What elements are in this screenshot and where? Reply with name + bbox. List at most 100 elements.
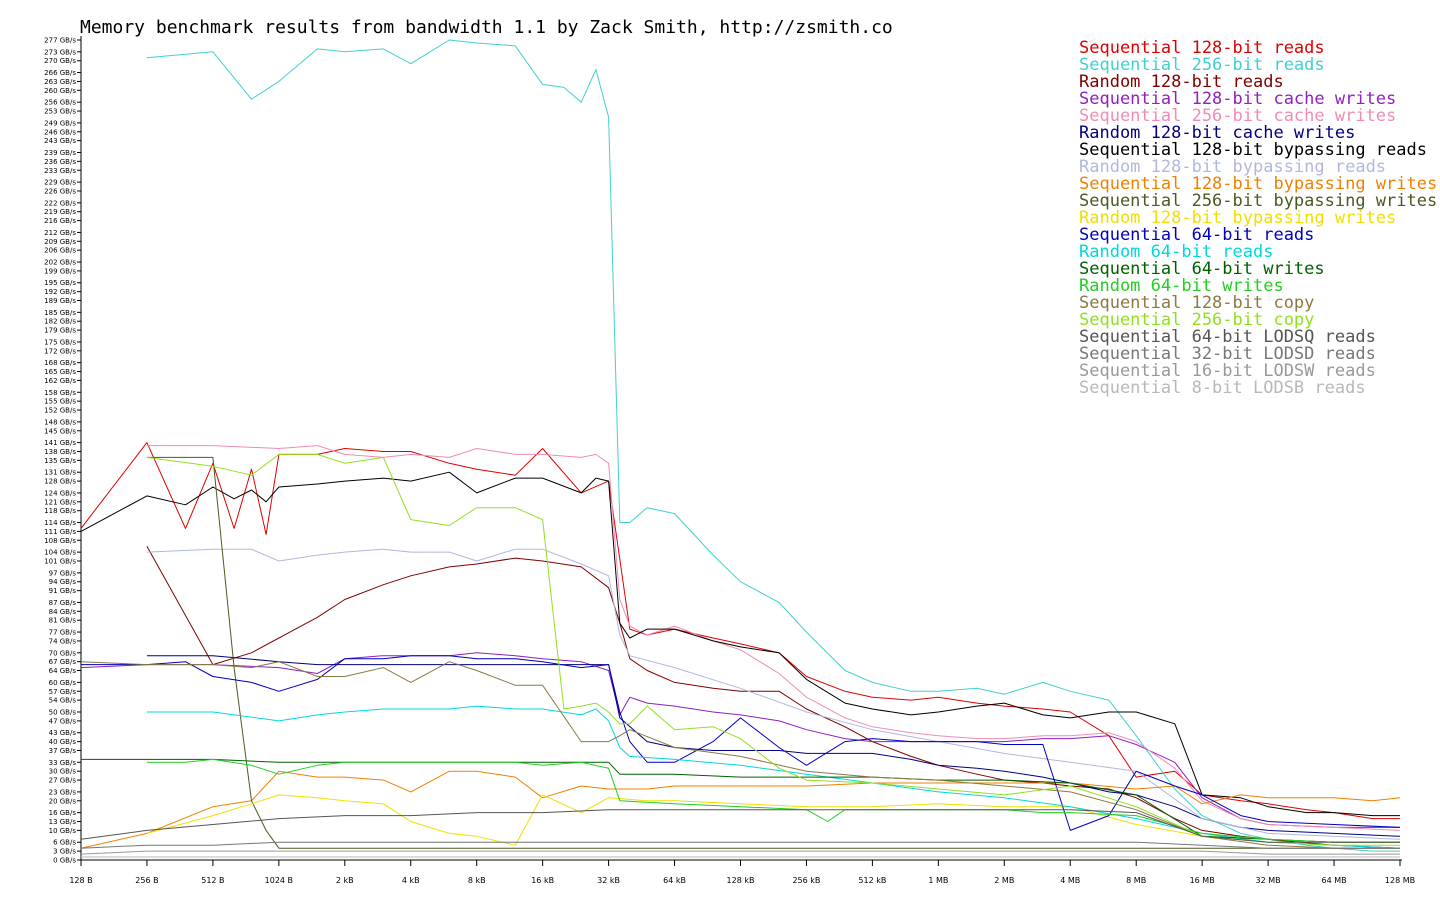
y-tick-label: 135 GB/s <box>44 457 76 465</box>
y-tick-label: 249 GB/s <box>44 119 76 127</box>
y-tick-label: 175 GB/s <box>44 338 76 346</box>
legend-entry: Random 128-bit reads <box>1079 72 1284 92</box>
series-line-3 <box>146 545 1401 849</box>
y-tick-label: 145 GB/s <box>44 427 76 435</box>
y-tick-label: 195 GB/s <box>44 279 76 287</box>
y-tick-label: 50 GB/s <box>49 708 77 716</box>
x-tick-label: 32 kB <box>597 876 620 885</box>
y-tick-label: 229 GB/s <box>44 179 76 187</box>
y-tick-label: 141 GB/s <box>44 439 76 447</box>
y-tick-label: 87 GB/s <box>49 599 77 607</box>
legend-entry: Sequential 128-bit reads <box>1079 38 1325 58</box>
x-tick-label: 8 MB <box>1126 876 1146 885</box>
legend-entry: Random 64-bit writes <box>1079 276 1284 296</box>
y-axis: 0 GB/s3 GB/s6 GB/s 10 GB/s13 GB/s16 GB/s 2… <box>44 36 82 865</box>
x-tick-label: 1024 B <box>265 876 293 885</box>
series-line-6 <box>146 655 1401 837</box>
legend-entry: Sequential 256-bit reads <box>1079 55 1325 75</box>
legend-entry: Sequential 64-bit LODSQ reads <box>1079 327 1376 347</box>
y-tick-label: 47 GB/s <box>49 717 77 725</box>
series-line-14 <box>81 758 1400 843</box>
x-tick-label: 1 MB <box>928 876 948 885</box>
legend-entry: Random 128-bit bypassing writes <box>1079 208 1396 228</box>
y-tick-label: 192 GB/s <box>44 288 76 296</box>
legend-entry: Sequential 128-bit cache writes <box>1079 89 1396 109</box>
legend-entry: Sequential 64-bit reads <box>1079 225 1314 245</box>
y-tick-label: 57 GB/s <box>49 688 77 696</box>
series-line-9 <box>80 770 1401 849</box>
x-tick-label: 512 B <box>201 876 224 885</box>
y-tick-label: 43 GB/s <box>49 729 77 737</box>
x-tick-label: 2 MB <box>994 876 1014 885</box>
y-tick-label: 40 GB/s <box>49 738 77 746</box>
series-line-10 <box>146 456 1400 849</box>
x-tick-label: 128 B <box>69 876 92 885</box>
series-line-4 <box>80 652 1400 828</box>
y-tick-label: 168 GB/s <box>44 359 76 367</box>
y-tick-label: 185 GB/s <box>44 309 76 317</box>
series-line-2 <box>146 39 1400 852</box>
y-tick-label: 270 GB/s <box>44 57 76 65</box>
legend-entry: Sequential 256-bit cache writes <box>1079 106 1396 126</box>
y-tick-label: 260 GB/s <box>44 87 76 95</box>
y-tick-label: 104 GB/s <box>44 549 76 557</box>
x-tick-label: 32 MB <box>1256 876 1281 885</box>
y-tick-label: 67 GB/s <box>49 658 77 666</box>
y-tick-label: 10 GB/s <box>49 827 77 835</box>
y-tick-label: 37 GB/s <box>49 747 77 755</box>
y-tick-label: 94 GB/s <box>49 578 77 586</box>
y-tick-label: 16 GB/s <box>49 809 77 817</box>
x-tick-label: 256 kB <box>792 876 820 885</box>
y-tick-label: 3 GB/s <box>53 848 76 856</box>
series-line-17 <box>146 453 1400 846</box>
legend-entry: Sequential 128-bit bypassing writes <box>1079 174 1437 194</box>
y-tick-label: 84 GB/s <box>49 608 77 616</box>
y-tick-label: 124 GB/s <box>44 489 76 497</box>
legend-entry: Random 64-bit reads <box>1079 242 1273 262</box>
y-tick-label: 172 GB/s <box>44 347 76 355</box>
y-tick-label: 266 GB/s <box>44 69 76 77</box>
y-tick-label: 64 GB/s <box>49 667 77 675</box>
y-tick-label: 118 GB/s <box>44 507 76 515</box>
y-tick-label: 152 GB/s <box>44 407 76 415</box>
x-tick-label: 8 kB <box>468 876 486 885</box>
x-tick-label: 128 kB <box>727 876 755 885</box>
series-lines <box>80 39 1401 858</box>
y-tick-label: 128 GB/s <box>44 478 76 486</box>
y-tick-label: 222 GB/s <box>44 199 76 207</box>
series-line-7 <box>80 471 1400 817</box>
y-tick-label: 23 GB/s <box>49 788 77 796</box>
y-tick-label: 27 GB/s <box>49 777 77 785</box>
y-tick-label: 148 GB/s <box>44 418 76 426</box>
x-tick-label: 16 MB <box>1190 876 1215 885</box>
series-line-5 <box>146 445 1401 831</box>
x-tick-label: 64 MB <box>1321 876 1346 885</box>
series-line-8 <box>146 548 1401 840</box>
x-tick-label: 512 kB <box>858 876 886 885</box>
y-tick-label: 239 GB/s <box>44 149 76 157</box>
y-tick-label: 202 GB/s <box>44 259 76 267</box>
y-tick-label: 189 GB/s <box>44 297 76 305</box>
y-tick-label: 277 GB/s <box>44 37 76 45</box>
series-line-16 <box>80 661 1400 849</box>
series-line-19 <box>80 841 1400 849</box>
y-tick-label: 101 GB/s <box>44 558 76 566</box>
y-tick-label: 212 GB/s <box>44 229 76 237</box>
y-tick-label: 199 GB/s <box>44 267 76 275</box>
y-tick-label: 108 GB/s <box>44 537 76 545</box>
y-tick-label: 6 GB/s <box>53 839 76 847</box>
y-tick-label: 158 GB/s <box>44 389 76 397</box>
legend-entry: Sequential 256-bit bypassing writes <box>1079 191 1437 211</box>
legend-entry: Random 128-bit bypassing reads <box>1079 157 1386 177</box>
y-tick-label: 273 GB/s <box>44 48 76 56</box>
x-tick-label: 4 MB <box>1060 876 1080 885</box>
chart-title: Memory benchmark results from bandwidth … <box>80 17 893 38</box>
series-line-15 <box>146 758 1400 843</box>
y-tick-label: 243 GB/s <box>44 137 76 145</box>
x-tick-label: 16 kB <box>531 876 554 885</box>
y-tick-label: 219 GB/s <box>44 208 76 216</box>
y-tick-label: 114 GB/s <box>44 519 76 527</box>
y-tick-label: 74 GB/s <box>49 637 77 645</box>
y-tick-label: 216 GB/s <box>44 217 76 225</box>
y-tick-label: 121 GB/s <box>44 498 76 506</box>
